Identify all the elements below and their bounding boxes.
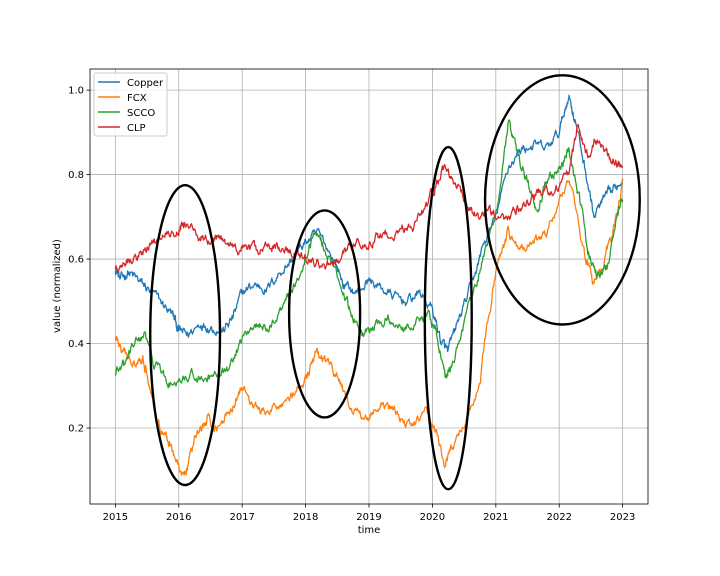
legend-label-copper: Copper [127,78,164,89]
x-tick-label: 2020 [420,512,445,523]
x-tick-label: 2016 [166,512,191,523]
legend-box [93,72,168,137]
x-tick-label: 2019 [356,512,381,523]
series-line-scco [114,119,624,389]
annotation-layer [149,74,641,491]
y-tick-label: 0.2 [68,423,84,434]
y-axis-label: value (normalized) [52,239,63,333]
legend-entry-scco: SCCO [98,108,155,119]
legend: Copper FCX SCCO CLP [93,72,168,137]
x-tick-label: 2017 [229,512,254,523]
x-axis-label: time [358,525,381,536]
y-tick-label: 0.6 [68,255,84,266]
x-tick-label: 2015 [103,512,128,523]
legend-entry-clp: CLP [98,123,146,134]
x-tick-label: 2021 [483,512,508,523]
annotation-ellipse [423,145,473,491]
x-tick-label: 2023 [610,512,635,523]
legend-entry-copper: Copper [98,78,164,89]
y-tick-label: 0.8 [68,170,84,181]
tick-layer: 2015 2016 2017 2018 2019 2020 2021 2022 2023 0.2 0… [68,86,635,523]
y-tick-label: 1.0 [68,86,84,97]
series-line-copper [114,94,624,353]
series-line-fcx [114,178,624,476]
x-tick-label: 2018 [293,512,318,523]
annotation-ellipse [149,183,222,487]
series-layer [114,94,624,476]
y-tick-label: 0.4 [68,339,84,350]
annotation-ellipse [483,74,641,326]
legend-label-fcx: FCX [127,93,147,104]
legend-label-scco: SCCO [127,108,155,119]
legend-label-clp: CLP [127,123,146,134]
series-line-clp [114,123,624,273]
grid-layer [90,69,648,504]
annotation-ellipse [287,209,362,419]
legend-entry-fcx: FCX [98,93,147,104]
x-tick-label: 2022 [547,512,572,523]
